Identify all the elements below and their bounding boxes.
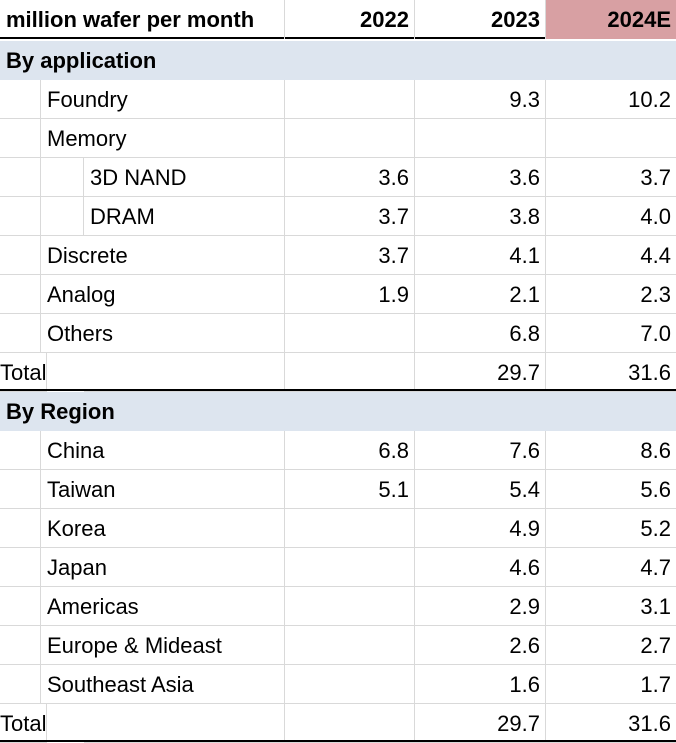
total-2023: 29.7 (415, 353, 546, 392)
cell-2022: 3.7 (285, 197, 415, 236)
section-header-application: By application (0, 41, 676, 80)
cell-2024e: 2.7 (546, 626, 676, 665)
cell-2023: 1.6 (415, 665, 546, 704)
cell-2024e: 3.1 (546, 587, 676, 626)
row-label: Southeast Asia (41, 665, 285, 704)
cell-2023: 4.1 (415, 236, 546, 275)
row-label: Others (41, 314, 285, 353)
cell-2024e (546, 119, 676, 158)
cell-2024e: 7.0 (546, 314, 676, 353)
total-2024e: 31.6 (546, 704, 676, 743)
row-label: Korea (41, 509, 285, 548)
header-unit-label: million wafer per month (0, 0, 285, 39)
total-2023: 29.7 (415, 704, 546, 743)
table-row: Memory (0, 119, 676, 158)
table-row: Others 6.8 7.0 (0, 314, 676, 353)
cell-2022 (285, 119, 415, 158)
cell-2023: 4.9 (415, 509, 546, 548)
bottom-border (0, 740, 676, 742)
cell-2023: 6.8 (415, 314, 546, 353)
row-label: Foundry (41, 80, 285, 119)
table-row: 3D NAND 3.6 3.6 3.7 (0, 158, 676, 197)
cell-2022: 1.9 (285, 275, 415, 314)
cell-2024e: 4.0 (546, 197, 676, 236)
row-label: Europe & Mideast (41, 626, 285, 665)
cell-2023: 2.6 (415, 626, 546, 665)
divider (0, 389, 676, 391)
table-row: Japan 4.6 4.7 (0, 548, 676, 587)
cell-2023: 9.3 (415, 80, 546, 119)
total-2024e: 31.6 (546, 353, 676, 392)
row-label: 3D NAND (84, 158, 285, 197)
table-row: Discrete 3.7 4.1 4.4 (0, 236, 676, 275)
cell-2023: 3.8 (415, 197, 546, 236)
cell-2023: 2.9 (415, 587, 546, 626)
total-label: Total (0, 704, 48, 743)
cell-2022 (285, 587, 415, 626)
cell-2022 (285, 314, 415, 353)
section-header-region: By Region (0, 392, 676, 431)
total-label: Total (0, 353, 48, 392)
table-row: Europe & Mideast 2.6 2.7 (0, 626, 676, 665)
total-2022 (285, 353, 415, 392)
row-label: Taiwan (41, 470, 285, 509)
row-label: DRAM (84, 197, 285, 236)
cell-2022: 3.7 (285, 236, 415, 275)
cell-2022 (285, 626, 415, 665)
total-row-region: Total 29.7 31.6 (0, 704, 676, 743)
cell-2023: 2.1 (415, 275, 546, 314)
cell-2024e: 8.6 (546, 431, 676, 470)
total-row-application: Total 29.7 31.6 (0, 353, 676, 392)
cell-2022 (285, 548, 415, 587)
table-row: China 6.8 7.6 8.6 (0, 431, 676, 470)
table-row: Foundry 9.3 10.2 (0, 80, 676, 119)
cell-2023: 3.6 (415, 158, 546, 197)
row-label: China (41, 431, 285, 470)
table-row: Analog 1.9 2.1 2.3 (0, 275, 676, 314)
cell-2024e: 4.4 (546, 236, 676, 275)
cell-2024e: 2.3 (546, 275, 676, 314)
table-row: Americas 2.9 3.1 (0, 587, 676, 626)
table-row: DRAM 3.7 3.8 4.0 (0, 197, 676, 236)
table-row: Taiwan 5.1 5.4 5.6 (0, 470, 676, 509)
row-label: Americas (41, 587, 285, 626)
row-label: Japan (41, 548, 285, 587)
section-title: By Region (6, 399, 115, 424)
header-year-2022: 2022 (285, 0, 415, 39)
table-row: Korea 4.9 5.2 (0, 509, 676, 548)
cell-2024e: 5.2 (546, 509, 676, 548)
cell-2022: 5.1 (285, 470, 415, 509)
cell-2023 (415, 119, 546, 158)
cell-2022: 3.6 (285, 158, 415, 197)
cell-2024e: 1.7 (546, 665, 676, 704)
cell-2024e: 4.7 (546, 548, 676, 587)
row-label: Analog (41, 275, 285, 314)
cell-2023: 7.6 (415, 431, 546, 470)
table-row: Southeast Asia 1.6 1.7 (0, 665, 676, 704)
cell-2022: 6.8 (285, 431, 415, 470)
header-row: million wafer per month 2022 2023 2024E (0, 0, 676, 39)
cell-2022 (285, 665, 415, 704)
cell-2022 (285, 509, 415, 548)
cell-2023: 5.4 (415, 470, 546, 509)
cell-2024e: 10.2 (546, 80, 676, 119)
section-title: By application (6, 48, 157, 73)
cell-2024e: 5.6 (546, 470, 676, 509)
total-2022 (285, 704, 415, 743)
header-year-2024e: 2024E (546, 0, 676, 39)
cell-2024e: 3.7 (546, 158, 676, 197)
row-label: Memory (41, 119, 285, 158)
cell-2022 (285, 80, 415, 119)
row-label: Discrete (41, 236, 285, 275)
cell-2023: 4.6 (415, 548, 546, 587)
header-year-2023: 2023 (415, 0, 546, 39)
